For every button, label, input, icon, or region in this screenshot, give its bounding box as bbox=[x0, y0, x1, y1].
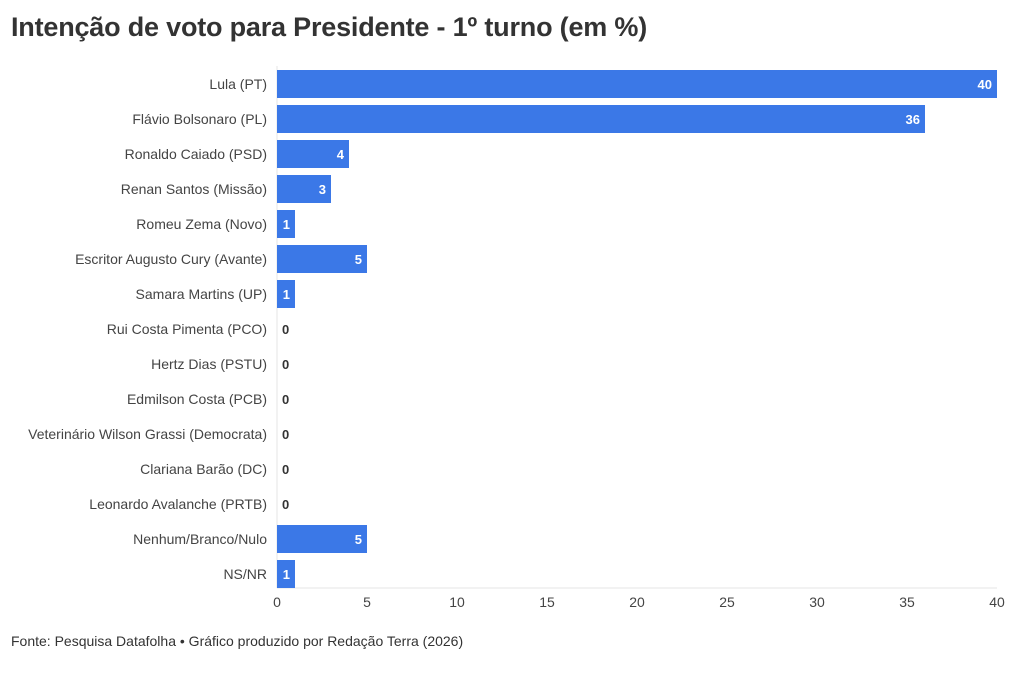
bar bbox=[277, 105, 925, 133]
category-label: Nenhum/Branco/Nulo bbox=[133, 531, 267, 547]
bar-value-label: 36 bbox=[906, 112, 920, 127]
category-label: Ronaldo Caiado (PSD) bbox=[125, 146, 267, 162]
category-label: Lula (PT) bbox=[209, 76, 267, 92]
category-label: Samara Martins (UP) bbox=[136, 286, 267, 302]
x-tick-label: 40 bbox=[989, 594, 1005, 610]
category-label: Hertz Dias (PSTU) bbox=[151, 356, 267, 372]
x-tick-label: 10 bbox=[449, 594, 465, 610]
bar-value-label: 40 bbox=[978, 77, 992, 92]
x-tick-label: 25 bbox=[719, 594, 735, 610]
category-label: Romeu Zema (Novo) bbox=[136, 216, 267, 232]
bar bbox=[277, 210, 295, 238]
chart-title: Intenção de voto para Presidente - 1º tu… bbox=[11, 12, 647, 42]
bar bbox=[277, 525, 367, 553]
bar-value-label: 5 bbox=[355, 252, 362, 267]
category-label: Edmilson Costa (PCB) bbox=[127, 391, 267, 407]
bar-value-label: 0 bbox=[282, 322, 289, 337]
category-label: Flávio Bolsonaro (PL) bbox=[132, 111, 267, 127]
category-label: NS/NR bbox=[223, 566, 267, 582]
category-label: Escritor Augusto Cury (Avante) bbox=[75, 251, 267, 267]
category-label: Rui Costa Pimenta (PCO) bbox=[107, 321, 267, 337]
bar-value-label: 0 bbox=[282, 357, 289, 372]
bar-value-label: 3 bbox=[319, 182, 326, 197]
bar bbox=[277, 140, 349, 168]
x-tick-label: 35 bbox=[899, 594, 915, 610]
bar-value-label: 4 bbox=[337, 147, 345, 162]
source-note: Fonte: Pesquisa Datafolha • Gráfico prod… bbox=[11, 633, 464, 649]
bar-value-label: 0 bbox=[282, 462, 289, 477]
bar bbox=[277, 560, 295, 588]
x-tick-label: 20 bbox=[629, 594, 645, 610]
bar-value-label: 5 bbox=[355, 532, 362, 547]
bar-value-label: 0 bbox=[282, 427, 289, 442]
bar bbox=[277, 245, 367, 273]
bar-value-label: 1 bbox=[283, 217, 290, 232]
bar-value-label: 1 bbox=[283, 287, 290, 302]
bar-value-label: 1 bbox=[283, 567, 290, 582]
category-label: Renan Santos (Missão) bbox=[121, 181, 267, 197]
bar bbox=[277, 70, 997, 98]
bar-value-label: 0 bbox=[282, 392, 289, 407]
x-tick-label: 15 bbox=[539, 594, 555, 610]
category-label: Veterinário Wilson Grassi (Democrata) bbox=[28, 426, 267, 442]
bar-value-label: 0 bbox=[282, 497, 289, 512]
category-label: Leonardo Avalanche (PRTB) bbox=[89, 496, 267, 512]
x-tick-label: 0 bbox=[273, 594, 281, 610]
x-tick-label: 5 bbox=[363, 594, 371, 610]
bar bbox=[277, 280, 295, 308]
bar bbox=[277, 175, 331, 203]
category-label: Clariana Barão (DC) bbox=[140, 461, 267, 477]
x-tick-label: 30 bbox=[809, 594, 825, 610]
